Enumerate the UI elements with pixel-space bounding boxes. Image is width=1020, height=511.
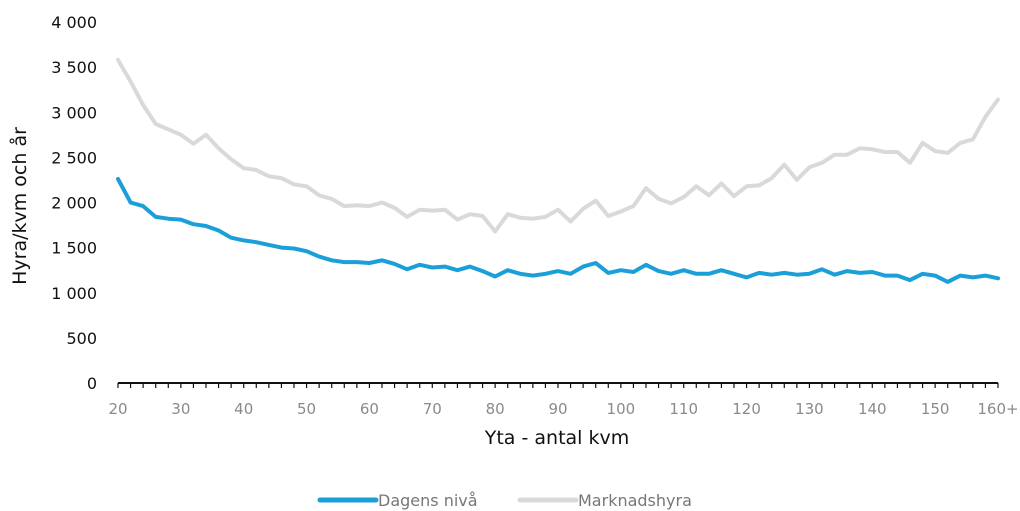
- x-tick-label: 110: [669, 400, 698, 418]
- y-tick-label: 2 000: [51, 194, 97, 213]
- y-tick-label: 1 500: [51, 239, 97, 258]
- x-tick-label: 130: [795, 400, 824, 418]
- x-tick-label: 100: [607, 400, 636, 418]
- x-tick-label: 20: [108, 400, 127, 418]
- x-tick-label: 150: [921, 400, 950, 418]
- y-axis-tick-labels: 0 500 1 000 1 500 2 000 2 500 3 000 3 500 4 000: [51, 13, 97, 393]
- y-tick-label: 0: [87, 374, 97, 393]
- x-tick-label: 70: [423, 400, 442, 418]
- x-axis-title: Yta - antal kvm: [484, 427, 630, 449]
- y-axis-title: Hyra/kvm och år: [8, 127, 31, 285]
- x-tick-label: 90: [548, 400, 567, 418]
- x-tick-label: 60: [360, 400, 379, 418]
- x-tick-label: 120: [732, 400, 761, 418]
- y-tick-label: 500: [66, 329, 97, 348]
- legend-label: Marknadshyra: [578, 491, 692, 510]
- x-tick-label: 160+: [977, 400, 1018, 418]
- x-axis-tick-labels: 20 30 40 50 60 70 80 90 100 110 120 130 140 150 160+: [108, 400, 1018, 418]
- y-tick-label: 1 000: [51, 284, 97, 303]
- y-tick-label: 3 500: [51, 58, 97, 77]
- series-line-marknadshyra: [116, 57, 1000, 234]
- x-tick-label: 80: [486, 400, 505, 418]
- x-tick-label: 30: [171, 400, 190, 418]
- x-tick-label: 40: [234, 400, 253, 418]
- x-axis-tick-marks: [117, 383, 999, 388]
- x-tick-label: 140: [858, 400, 887, 418]
- series-line-dagens-niva: [116, 177, 1000, 284]
- legend-label: Dagens nivå: [378, 491, 478, 510]
- y-tick-label: 3 000: [51, 103, 97, 122]
- y-tick-label: 4 000: [51, 13, 97, 32]
- x-tick-label: 50: [297, 400, 316, 418]
- series-layer: [116, 57, 1000, 284]
- y-tick-label: 2 500: [51, 148, 97, 167]
- legend: Dagens nivå Marknadshyra: [317, 491, 692, 510]
